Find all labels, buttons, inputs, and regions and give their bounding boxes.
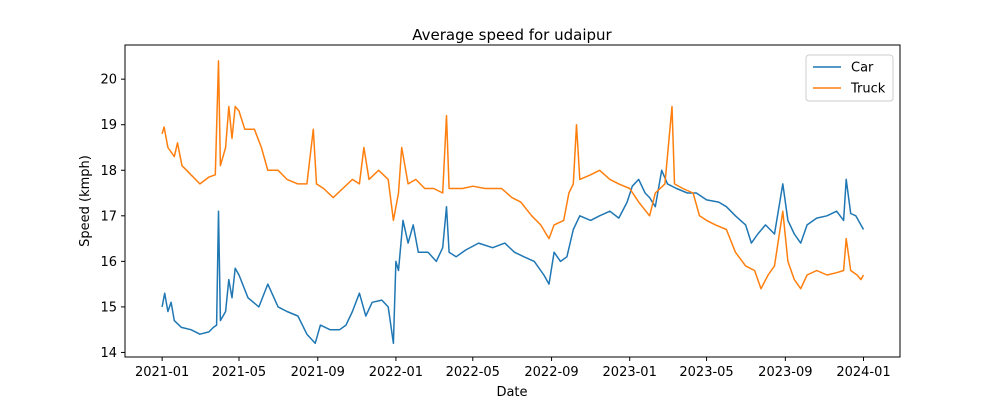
x-tick-label: 2022-01 (369, 365, 423, 380)
x-tick-label: 2023-01 (603, 365, 657, 380)
series-line-car (161, 169, 865, 345)
y-tick-label: 17 (100, 209, 117, 224)
plot-frame (124, 44, 901, 358)
y-tick-label: 14 (100, 346, 117, 361)
y-tick-label: 15 (100, 300, 117, 315)
legend-label-truck: Truck (850, 82, 886, 97)
x-tick-label: 2022-09 (524, 365, 578, 380)
x-axis: 2021-01 2021-05 2021-09 2022-01 2022-05 2022-… (135, 357, 891, 380)
series-line-truck (161, 60, 865, 290)
chart-title: Average speed for udaipur (412, 26, 612, 44)
y-tick-label: 18 (100, 164, 117, 179)
legend-label-car: Car (851, 61, 874, 76)
y-tick-label: 16 (100, 255, 117, 270)
x-tick-label: 2021-01 (135, 365, 189, 380)
x-axis-label: Date (496, 385, 527, 400)
x-tick-label: 2023-05 (679, 365, 733, 380)
x-tick-label: 2023-09 (758, 365, 812, 380)
x-tick-label: 2022-05 (446, 365, 500, 380)
series-lines (161, 60, 865, 345)
x-tick-label: 2024-01 (836, 365, 890, 380)
y-tick-label: 20 (100, 73, 117, 88)
y-tick-label: 19 (100, 118, 117, 133)
y-axis-label: Speed (kmph) (78, 155, 93, 247)
x-tick-label: 2021-09 (291, 365, 345, 380)
x-tick-label: 2021-05 (212, 365, 266, 380)
legend: Car Truck (805, 54, 894, 102)
y-axis: 14 15 16 17 18 19 20 (100, 73, 125, 361)
